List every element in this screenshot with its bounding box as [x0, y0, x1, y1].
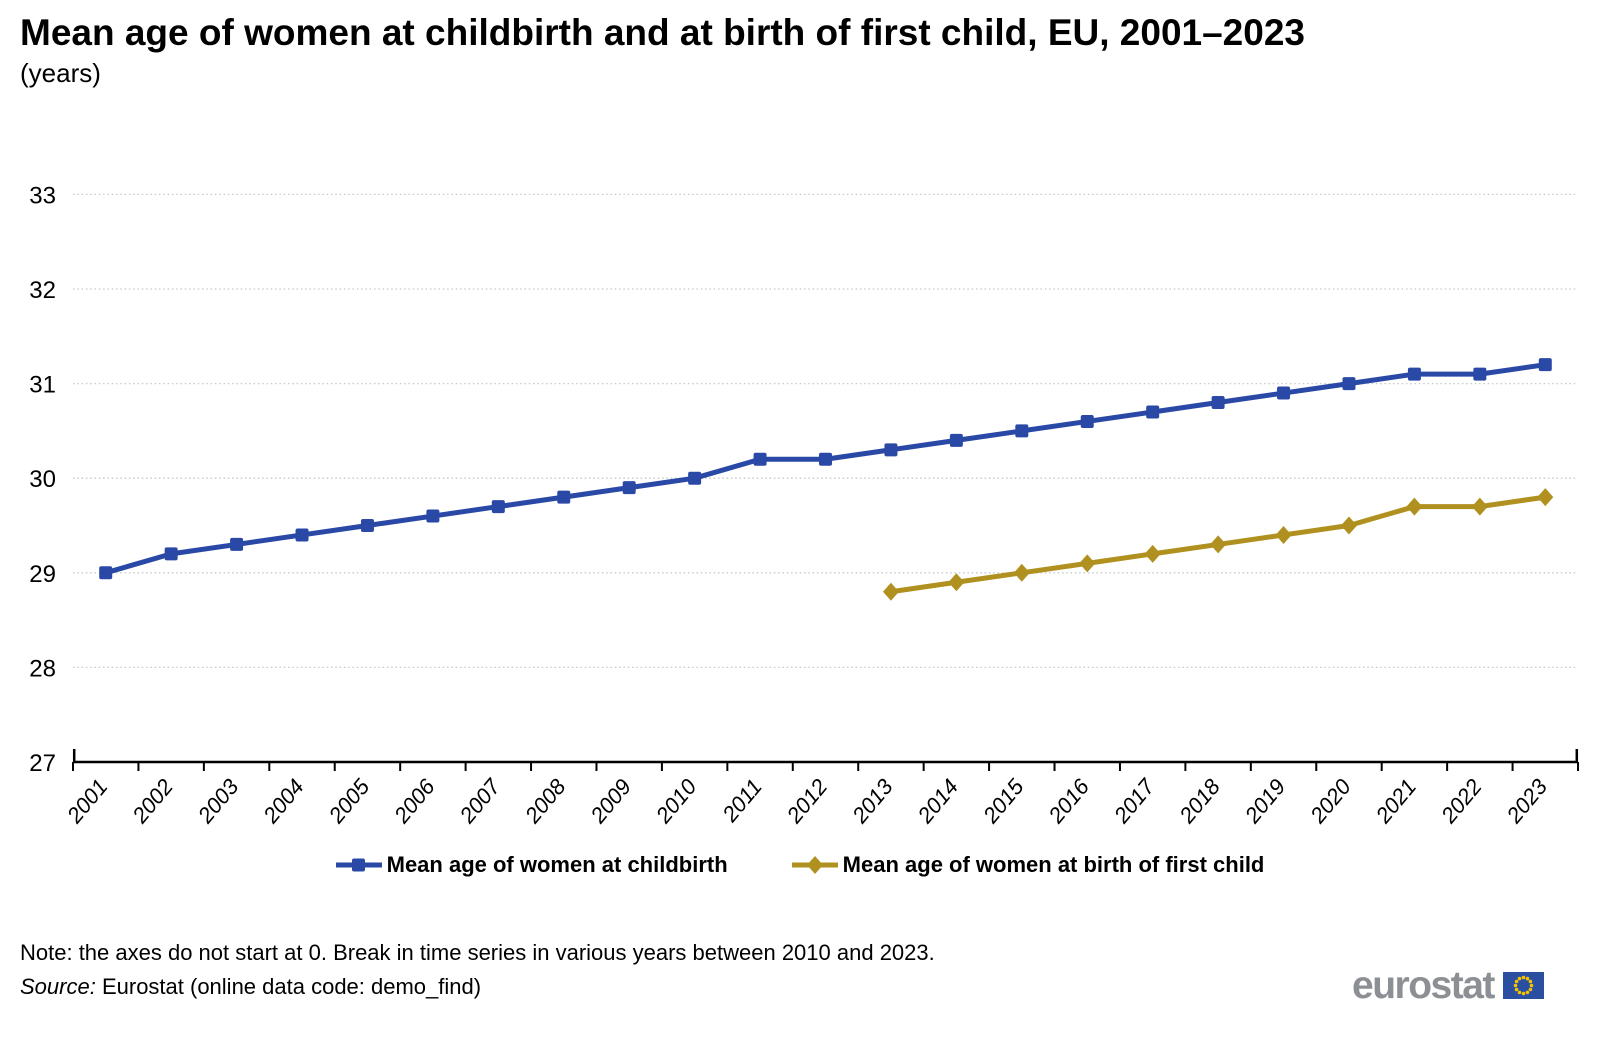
data-point: [491, 500, 505, 514]
data-point: [948, 573, 965, 592]
x-axis-label: 2022: [1435, 774, 1486, 828]
data-point: [1406, 497, 1423, 516]
data-point: [1538, 358, 1552, 372]
x-axis-label: 2019: [1239, 774, 1290, 828]
data-point: [1537, 488, 1554, 507]
x-axis-label: 2020: [1305, 774, 1357, 829]
data-point: [1080, 414, 1094, 428]
data-point: [1275, 525, 1292, 544]
series-line-childbirth: [105, 362, 1546, 576]
x-axis-label: 2021: [1370, 774, 1421, 828]
eu-flag-star: [1525, 976, 1530, 981]
x-axis-label: 2008: [519, 774, 571, 829]
eu-flag-star: [1517, 976, 1522, 981]
source-text: Eurostat (online data code: demo_find): [101, 974, 482, 999]
x-axis-label: 2003: [192, 774, 244, 829]
eu-flag-star: [1514, 987, 1519, 992]
data-point: [1407, 367, 1421, 381]
data-point: [622, 481, 636, 495]
chart-title: Mean age of women at childbirth and at b…: [20, 12, 1305, 53]
eu-flag-star: [1528, 987, 1533, 992]
y-axis-label: 31: [29, 372, 56, 399]
data-point: [1210, 535, 1227, 554]
data-point: [949, 433, 963, 447]
data-point: [1342, 377, 1356, 391]
eu-flag-star: [1517, 990, 1522, 995]
legend-label-first-child: Mean age of women at birth of first chil…: [842, 852, 1265, 877]
x-axis-label: 2010: [650, 774, 702, 829]
x-axis-label: 2023: [1501, 774, 1553, 829]
data-point: [99, 566, 113, 580]
source-line: Source: Eurostat (online data code: demo…: [20, 974, 481, 1000]
data-point: [1015, 424, 1029, 438]
y-axis-label: 29: [29, 561, 56, 588]
eurostat-logo-text: eurostat: [1352, 964, 1495, 1007]
x-axis-label: 2002: [127, 774, 178, 828]
y-axis-label: 27: [29, 750, 56, 777]
x-axis-label: 2004: [258, 774, 309, 828]
data-point: [688, 471, 702, 485]
legend-marker-square-icon: [335, 858, 382, 872]
legend-diamond: [806, 856, 823, 874]
eu-flag-star: [1514, 979, 1519, 984]
data-point: [1079, 554, 1096, 573]
x-axis-label: 2017: [1108, 774, 1160, 829]
data-point: [1471, 497, 1488, 516]
x-axis-label: 2016: [1043, 774, 1095, 829]
x-axis-label: 2013: [847, 774, 899, 829]
x-axis-label: 2006: [388, 774, 440, 829]
data-point: [1144, 544, 1161, 563]
y-axis-label: 32: [29, 277, 56, 304]
legend: Mean age of women at childbirth Mean age…: [0, 852, 1600, 878]
data-point: [426, 509, 440, 523]
data-point: [882, 582, 899, 601]
legend-label-childbirth: Mean age of women at childbirth: [386, 852, 728, 877]
data-point: [753, 452, 767, 466]
eu-flag-star: [1521, 975, 1526, 980]
data-point: [1473, 367, 1487, 381]
x-axis-label: 2014: [912, 774, 963, 828]
x-axis-label: 2007: [454, 774, 506, 829]
eu-flag-icon: [1502, 972, 1544, 999]
data-point: [1277, 386, 1291, 400]
data-point: [230, 537, 244, 551]
eu-flag-star: [1529, 983, 1534, 988]
x-axis-label: 2018: [1174, 774, 1226, 829]
eu-flag-star: [1525, 990, 1530, 995]
data-point: [884, 443, 898, 457]
x-axis-label: 2001: [61, 774, 112, 828]
x-axis-label: 2012: [781, 774, 832, 828]
line-chart: 27 28 29 30 31 32 33 2001 2002 2003 2004 2005 2006 20…: [29, 182, 1579, 829]
eu-flag-star: [1521, 991, 1526, 996]
legend-item-childbirth: Mean age of women at childbirth: [335, 852, 728, 878]
source-label: Source:: [20, 974, 96, 999]
data-point: [1211, 396, 1225, 410]
x-axis-label: 2009: [585, 774, 636, 828]
eu-flag-star: [1528, 979, 1533, 984]
legend-marker-diamond-icon: [791, 856, 838, 874]
eurostat-logo: eurostat: [1352, 966, 1544, 1005]
y-axis-label: 28: [29, 655, 56, 682]
chart-subtitle: (years): [20, 58, 101, 88]
data-point: [557, 490, 571, 504]
data-point: [1013, 563, 1030, 582]
data-point: [360, 519, 374, 532]
x-axis-label: 2015: [977, 774, 1029, 829]
data-point: [164, 547, 178, 561]
data-point: [819, 452, 832, 466]
legend-item-first-child: Mean age of women at birth of first chil…: [791, 852, 1265, 878]
legend-square: [351, 858, 365, 872]
y-axis-label: 33: [29, 182, 56, 209]
x-axis-label: 2005: [323, 774, 375, 829]
note-text: Note: the axes do not start at 0. Break …: [20, 940, 935, 965]
y-axis-label: 30: [29, 466, 56, 493]
data-point: [295, 528, 309, 542]
data-point: [1340, 516, 1357, 535]
eu-flag-star: [1513, 983, 1518, 988]
data-point: [1146, 405, 1160, 419]
x-axis-label: 2011: [717, 774, 767, 827]
